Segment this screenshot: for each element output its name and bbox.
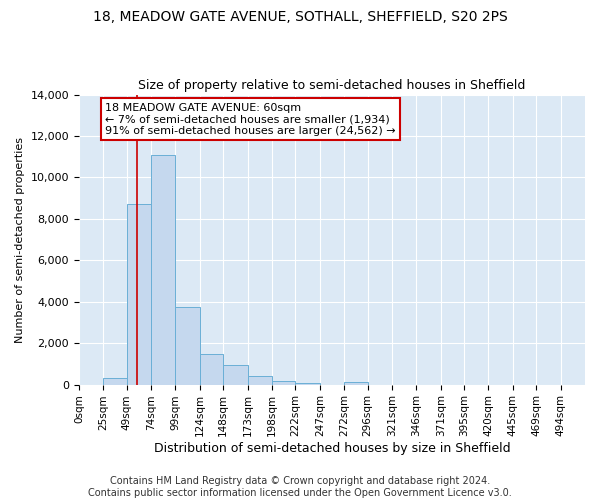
Bar xyxy=(175,307,200,384)
Y-axis label: Number of semi-detached properties: Number of semi-detached properties xyxy=(15,136,25,342)
Bar xyxy=(127,204,151,384)
Bar xyxy=(248,376,272,384)
Text: 18, MEADOW GATE AVENUE, SOTHALL, SHEFFIELD, S20 2PS: 18, MEADOW GATE AVENUE, SOTHALL, SHEFFIE… xyxy=(92,10,508,24)
Title: Size of property relative to semi-detached houses in Sheffield: Size of property relative to semi-detach… xyxy=(138,79,526,92)
Text: 18 MEADOW GATE AVENUE: 60sqm
← 7% of semi-detached houses are smaller (1,934)
91: 18 MEADOW GATE AVENUE: 60sqm ← 7% of sem… xyxy=(105,103,396,136)
Bar xyxy=(272,382,295,384)
Bar xyxy=(223,365,248,384)
Bar xyxy=(151,154,175,384)
Bar xyxy=(344,382,368,384)
Bar xyxy=(103,378,127,384)
Bar xyxy=(200,354,223,384)
X-axis label: Distribution of semi-detached houses by size in Sheffield: Distribution of semi-detached houses by … xyxy=(154,442,510,455)
Text: Contains HM Land Registry data © Crown copyright and database right 2024.
Contai: Contains HM Land Registry data © Crown c… xyxy=(88,476,512,498)
